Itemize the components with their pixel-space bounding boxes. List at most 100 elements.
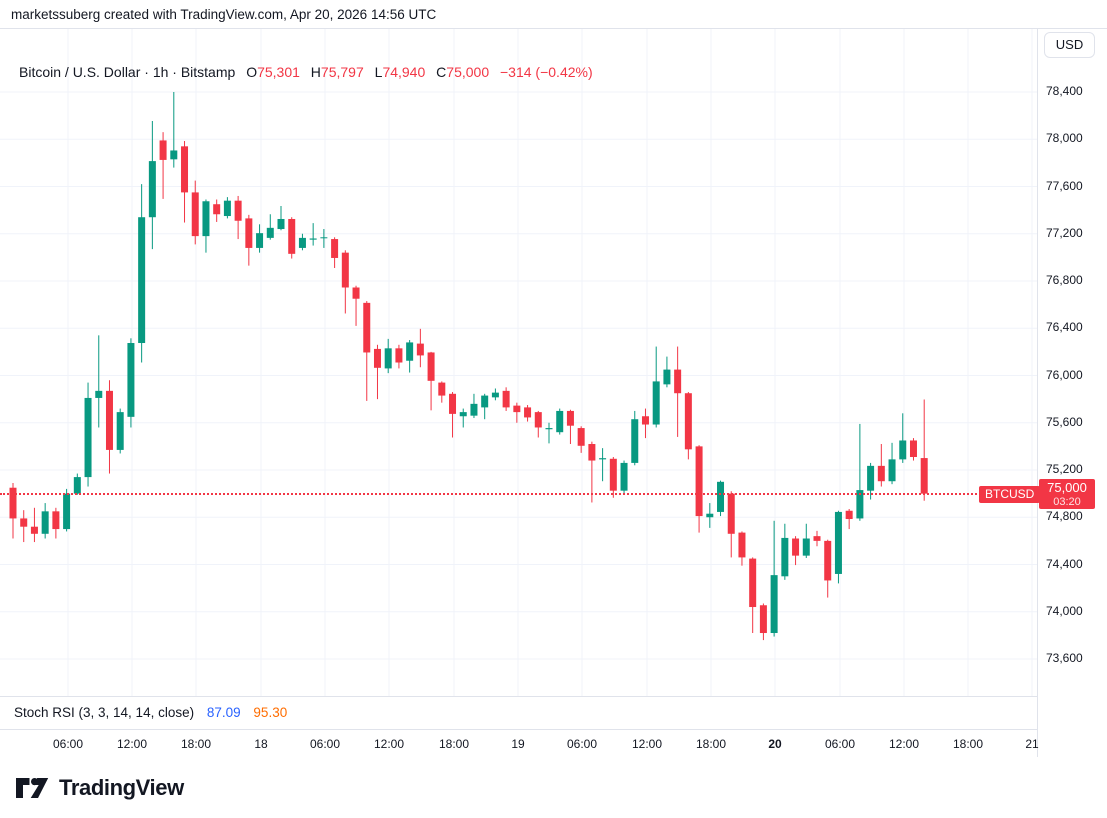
candle-down [105,390,113,450]
candle-up [663,369,671,385]
chart-box: Bitcoin / U.S. Dollar · 1h · Bitstamp O7… [0,28,1107,758]
candle-up [320,237,328,239]
candle-up [127,343,135,417]
currency-toggle-button[interactable]: USD [1044,32,1095,58]
candle-down [9,487,17,519]
candle-down [577,428,585,446]
symbol-title[interactable]: Bitcoin / U.S. Dollar · 1h · Bitstamp [19,64,236,80]
candle-up [556,410,564,433]
price-change: −314 (−0.42%) [500,64,593,80]
candle-down [824,540,832,581]
time-axis[interactable]: 06:00 12:00 18:00 18 06:00 12:00 18:00 19 06:00 1… [0,729,1039,758]
candle-down [534,412,542,428]
candle-up [888,459,896,482]
indicator-d-value: 95.30 [253,705,288,720]
candle-down [759,605,767,634]
candle-up [384,348,392,369]
price-tick-label: 76,000 [1046,367,1083,382]
candle-down [159,140,167,160]
symbol-header[interactable]: Bitcoin / U.S. Dollar · 1h · Bitstamp O7… [19,64,593,80]
candle-down [749,558,757,608]
candle-up [491,392,499,398]
candle-down [502,390,510,408]
indicator-pane: Stoch RSI (3, 3, 14, 14, close) 87.09 95… [0,696,1037,729]
candle-down [363,302,371,353]
price-tick-label: 77,200 [1046,225,1083,240]
candle-up [298,237,306,248]
candle-up [41,511,49,534]
candle-down [234,200,242,221]
time-tick-label: 18:00 [952,737,984,751]
candle-up [459,412,467,417]
time-tick-label: 06:00 [566,737,598,751]
candle-down [449,393,457,414]
time-tick-label: 12:00 [116,737,148,751]
current-price-value: 75,000 [1047,479,1087,495]
candle-down [524,407,532,418]
candle-down [738,532,746,558]
price-axis[interactable]: USD 75,000 03:20 78,400 78,000 77,600 77,20… [1037,29,1107,758]
tradingview-logo-icon [16,777,49,798]
candle-up [781,537,789,577]
ohlc-high: H75,797 [310,64,364,80]
candle-down [52,511,60,530]
attribution-bar: marketssuberg created with TradingView.c… [0,0,1107,28]
candle-down [331,239,339,258]
candle-down [513,405,521,413]
time-tick-label: 21 [1025,737,1039,751]
candle-down [641,416,649,425]
candle-up [170,150,178,160]
attribution-text: marketssuberg created with TradingView.c… [11,6,437,22]
candle-up [73,477,81,494]
candle-down [245,218,253,248]
candle-down [813,536,821,541]
ohlc-close: C75,000 [436,64,490,80]
time-tick-label: 06:00 [52,737,84,751]
candle-up [899,440,907,460]
candle-down [438,382,446,396]
time-tick-label: 20 [768,737,782,751]
ohlc-open: O75,301 [246,64,300,80]
candle-up [599,458,607,460]
candle-up [223,200,231,217]
flash-ai-icon[interactable] [903,692,945,696]
ohlc-low: L74,940 [374,64,426,80]
candle-up [63,493,71,530]
candle-down [609,458,617,491]
candle-up [266,227,274,238]
candle-down [727,493,735,534]
candle-up [706,513,714,518]
candle-down [213,204,221,215]
time-tick-label: 18:00 [695,737,727,751]
candle-up [202,201,210,237]
candle-up [138,217,146,344]
candle-up [834,511,842,574]
current-price-badge: 75,000 03:20 [1039,478,1095,509]
price-tick-label: 78,000 [1046,131,1083,146]
candle-up [545,428,553,430]
price-tick-label: 76,400 [1046,320,1083,335]
candle-up [481,395,489,408]
current-price-line [0,492,1037,495]
candle-down [920,458,928,494]
candle-up [95,390,103,398]
candle-down [416,343,424,356]
candle-up [148,161,156,218]
price-tick-label: 74,000 [1046,603,1083,618]
price-tick-label: 75,200 [1046,462,1083,476]
candle-countdown: 03:20 [1053,495,1081,508]
candle-down [191,192,199,237]
candle-down [877,465,885,482]
time-tick-label: 18:00 [438,737,470,751]
candle-down [341,252,349,288]
candle-down [373,348,381,368]
tradingview-wordmark: TradingView [59,774,184,800]
price-chart-canvas[interactable] [0,29,1037,696]
candle-up [652,381,660,425]
candle-up [631,419,639,463]
indicator-title[interactable]: Stoch RSI (3, 3, 14, 14, close) [14,705,195,720]
candle-down [695,446,703,517]
tradingview-logo[interactable]: TradingView [14,774,184,802]
time-tick-label: 12:00 [631,737,663,751]
